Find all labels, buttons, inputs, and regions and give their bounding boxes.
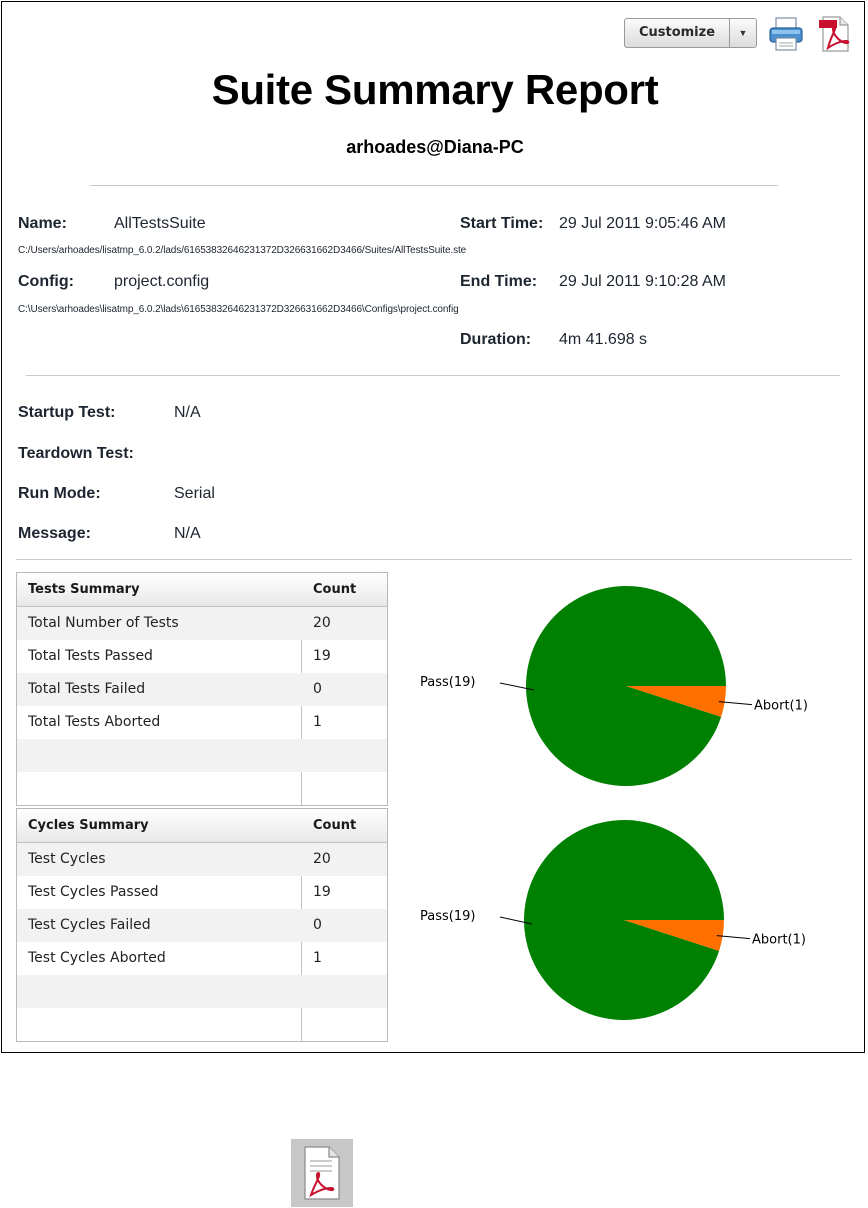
cycles-pie-chart: Pass(19) Abort(1): [420, 820, 806, 1020]
pdf-document-icon[interactable]: [291, 1139, 353, 1207]
table-row: Total Tests Passed 19: [17, 640, 387, 673]
table-row: [17, 739, 387, 772]
header-tests-summary: Tests Summary: [28, 582, 140, 597]
leader-line-pass: [499, 682, 535, 691]
pie-label-pass: Pass(19): [420, 675, 475, 690]
tests-pie-chart: Pass(19) Abort(1): [420, 586, 808, 786]
end-time-value: 29 Jul 2011 9:10:28 AM: [559, 273, 726, 290]
pie-label-abort: Abort(1): [754, 699, 808, 714]
table-header: Cycles Summary Count: [17, 809, 387, 843]
config-label: Config:: [18, 273, 74, 290]
duration-value: 4m 41.698 s: [559, 331, 648, 348]
leader-line-pass: [499, 916, 533, 925]
config-path: C:\Users\arhoades\lisatmp_6.0.2\lads\616…: [18, 304, 459, 315]
startup-test-value: N/A: [174, 404, 201, 421]
chevron-down-icon[interactable]: ▼: [738, 28, 748, 38]
message-label: Message:: [18, 525, 91, 542]
table-row: Test Cycles 20: [17, 843, 387, 876]
cycles-summary-table: Cycles Summary Count Test Cycles 20 Test …: [16, 808, 388, 1042]
customize-dropdown[interactable]: Customize ▼: [624, 18, 757, 48]
printer-icon[interactable]: [768, 16, 804, 52]
row-label: Total Tests Failed: [28, 681, 146, 697]
pie-label-abort: Abort(1): [752, 933, 806, 948]
suite-path: C:/Users/arhoades/lisatmp_6.0.2/lads/616…: [18, 245, 467, 256]
report-subtitle: arhoades@Diana-PC: [346, 137, 524, 157]
table-row: Total Tests Aborted 1: [17, 706, 387, 739]
leader-line-abort: [718, 701, 753, 706]
divider: [16, 559, 852, 560]
end-time-label: End Time:: [460, 273, 538, 290]
row-count: 19: [313, 648, 331, 664]
table-header: Tests Summary Count: [17, 573, 387, 607]
row-count: 1: [313, 950, 322, 966]
header-count: Count: [313, 582, 357, 597]
row-label: Test Cycles Passed: [28, 884, 159, 900]
report-title: Suite Summary Report: [211, 66, 659, 113]
report-frame: Customize ▼ Suite Summary Report arhoade…: [1, 1, 865, 1053]
row-label: Test Cycles: [28, 851, 106, 867]
table-row: Test Cycles Aborted 1: [17, 942, 387, 975]
name-value: AllTestsSuite: [114, 215, 206, 232]
row-count: 19: [313, 884, 331, 900]
row-label: Total Tests Passed: [28, 648, 153, 664]
row-count: 1: [313, 714, 322, 730]
row-label: Test Cycles Aborted: [28, 950, 166, 966]
table-row: Total Tests Failed 0: [17, 673, 387, 706]
table-row: [17, 772, 387, 805]
config-value: project.config: [114, 273, 210, 290]
header-cycles-summary: Cycles Summary: [28, 818, 149, 833]
startup-test-label: Startup Test:: [18, 404, 116, 421]
run-mode-label: Run Mode:: [18, 485, 101, 502]
table-row: Total Number of Tests 20: [17, 607, 387, 640]
row-label: Test Cycles Failed: [28, 917, 151, 933]
table-row: Test Cycles Failed 0: [17, 909, 387, 942]
divider: [90, 185, 778, 186]
customize-separator: [729, 19, 730, 47]
pdf-icon[interactable]: [818, 15, 852, 53]
row-label: Total Tests Aborted: [28, 714, 161, 730]
row-count: 0: [313, 917, 322, 933]
table-row: Test Cycles Passed 19: [17, 876, 387, 909]
table-row: [17, 975, 387, 1008]
pie-label-pass: Pass(19): [420, 909, 475, 924]
row-label: Total Number of Tests: [28, 615, 179, 631]
row-count: 20: [313, 851, 331, 867]
pie-slice-abort: [626, 686, 726, 717]
row-count: 0: [313, 681, 322, 697]
row-count: 20: [313, 615, 331, 631]
message-value: N/A: [174, 525, 201, 542]
start-time-value: 29 Jul 2011 9:05:46 AM: [559, 215, 726, 232]
table-row: [17, 1008, 387, 1041]
divider: [26, 375, 840, 376]
name-label: Name:: [18, 215, 67, 232]
start-time-label: Start Time:: [460, 215, 544, 232]
leader-line-abort: [716, 935, 751, 940]
teardown-test-label: Teardown Test:: [18, 445, 134, 462]
customize-label[interactable]: Customize: [638, 25, 716, 40]
pie-slice-abort: [624, 920, 724, 951]
tests-summary-table: Tests Summary Count Total Number of Test…: [16, 572, 388, 806]
run-mode-value: Serial: [174, 485, 215, 502]
duration-label: Duration:: [460, 331, 532, 348]
header-count: Count: [313, 818, 357, 833]
